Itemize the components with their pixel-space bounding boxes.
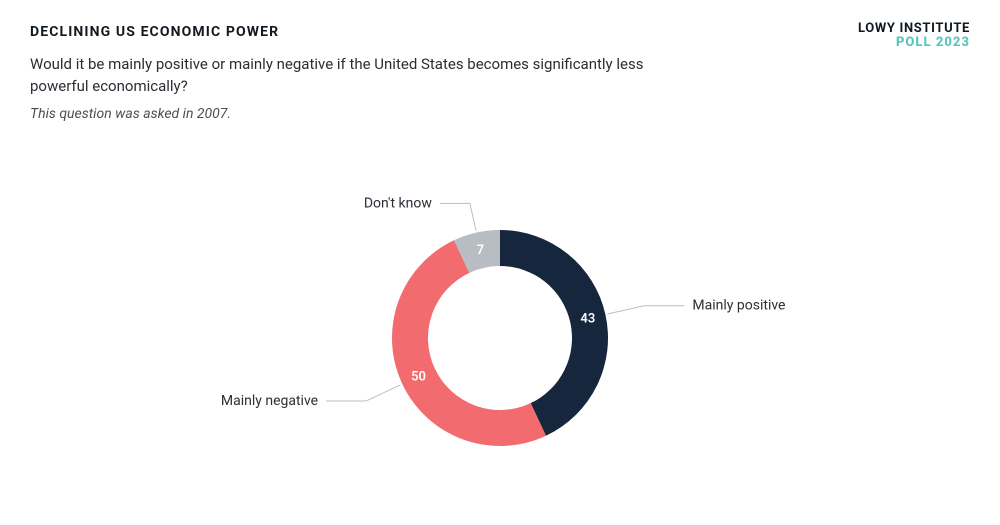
segment-value: 7 [477,243,484,258]
chart-note: This question was asked in 2007. [30,106,970,122]
brand-line2: POLL 2023 [858,36,970,50]
segment-label: Don't know [364,195,433,211]
segment-label: Mainly negative [221,393,318,409]
donut-chart: 43 Mainly positive 50 Mainly negative 7 Don't… [0,150,1000,510]
segment-label: Mainly positive [692,298,785,314]
chart-question: Would it be mainly positive or mainly ne… [30,54,650,98]
brand-block: LOWY INSTITUTE POLL 2023 [858,22,970,49]
chart-title: DECLINING US ECONOMIC POWER [30,24,970,40]
brand-line1: LOWY INSTITUTE [858,22,970,36]
segment-value: 50 [411,369,426,384]
donut-segment [500,230,608,436]
leader-line [326,385,400,401]
leader-line [440,203,476,230]
segment-value: 43 [580,311,595,326]
leader-line [607,306,684,314]
